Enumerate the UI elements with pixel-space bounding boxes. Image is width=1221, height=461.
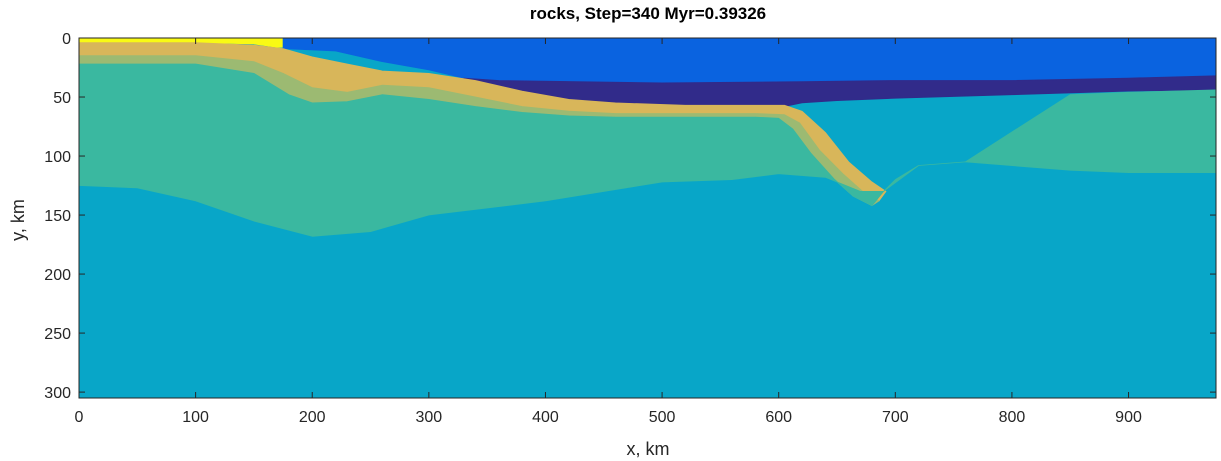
y-axis-ticks: 0 50 100 150 200 250 300: [44, 31, 1216, 402]
x-tick-label: 300: [415, 409, 442, 426]
y-axis-label: y, km: [8, 199, 28, 241]
x-tick-label: 500: [649, 409, 676, 426]
y-tick-label: 250: [44, 326, 71, 343]
x-tick-label: 800: [999, 409, 1026, 426]
x-tick-label: 200: [299, 409, 326, 426]
x-tick-label: 0: [75, 409, 84, 426]
y-tick-label: 150: [44, 208, 71, 225]
layer-lithospheric-mantle: [78, 63, 1217, 237]
x-tick-label: 900: [1115, 409, 1142, 426]
y-tick-label: 300: [44, 385, 71, 402]
y-tick-label: 200: [44, 267, 71, 284]
x-tick-label: 600: [765, 409, 792, 426]
plot-frame: [78, 37, 1217, 399]
x-axis-ticks: 0 100 200 300 400 500 600 700 800 900: [75, 38, 1142, 426]
y-tick-label: 50: [53, 90, 71, 107]
y-tick-label: 0: [62, 31, 71, 48]
chart-title: rocks, Step=340 Myr=0.39326: [530, 4, 766, 23]
rock-layers: [78, 37, 1217, 237]
y-tick-label: 100: [44, 149, 71, 166]
x-axis-label: x, km: [627, 439, 670, 459]
x-tick-label: 100: [182, 409, 209, 426]
x-tick-label: 700: [882, 409, 909, 426]
x-tick-label: 400: [532, 409, 559, 426]
